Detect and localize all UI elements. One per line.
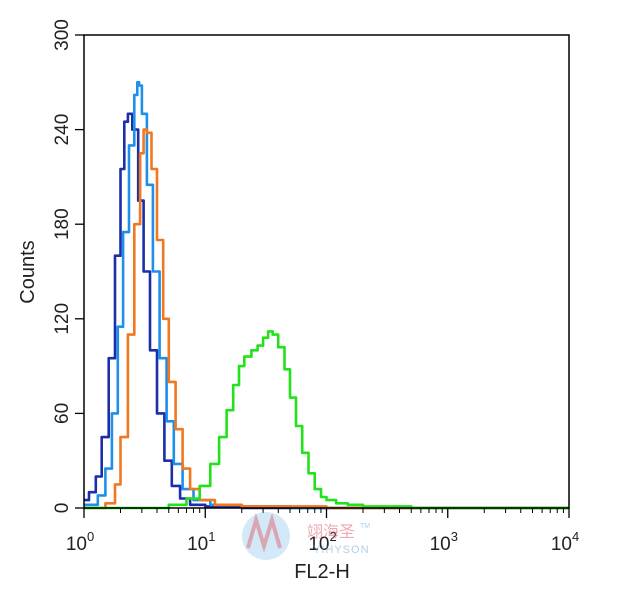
y-axis-title: Counts	[17, 240, 39, 303]
x-tick-label: 102	[308, 529, 336, 555]
x-tick-label: 104	[551, 529, 579, 555]
y-tick-label: 60	[52, 403, 73, 424]
y-tick-label: 180	[52, 208, 73, 240]
y-axis: 0 60 120 180 240 300	[52, 19, 84, 513]
histogram-series-1	[84, 112, 569, 510]
x-axis-title: FL2-H	[294, 561, 350, 583]
watermark-english-text: YIHYSON	[313, 544, 370, 556]
watermark-trademark: TM	[360, 523, 370, 530]
x-tick-label: 100	[66, 529, 94, 555]
x-axis: 100 101 102 103 104	[66, 508, 579, 555]
watermark-logo-mark	[246, 512, 282, 553]
series-layer	[84, 81, 569, 510]
histogram-series-2	[84, 81, 569, 510]
x-tick-label: 101	[187, 529, 215, 555]
y-tick-label: 300	[52, 19, 73, 51]
watermark-logo: 翊海圣 TM YIHYSON	[242, 512, 370, 560]
histogram-series-3	[84, 128, 569, 510]
histogram-series-4	[84, 330, 569, 510]
y-tick-label: 240	[52, 114, 73, 146]
y-tick-label: 120	[52, 303, 73, 335]
watermark-logo-icon	[242, 512, 290, 560]
watermark-chinese-text: 翊海圣	[307, 522, 355, 541]
x-tick-label: 103	[430, 529, 458, 555]
y-tick-label: 0	[52, 503, 73, 514]
